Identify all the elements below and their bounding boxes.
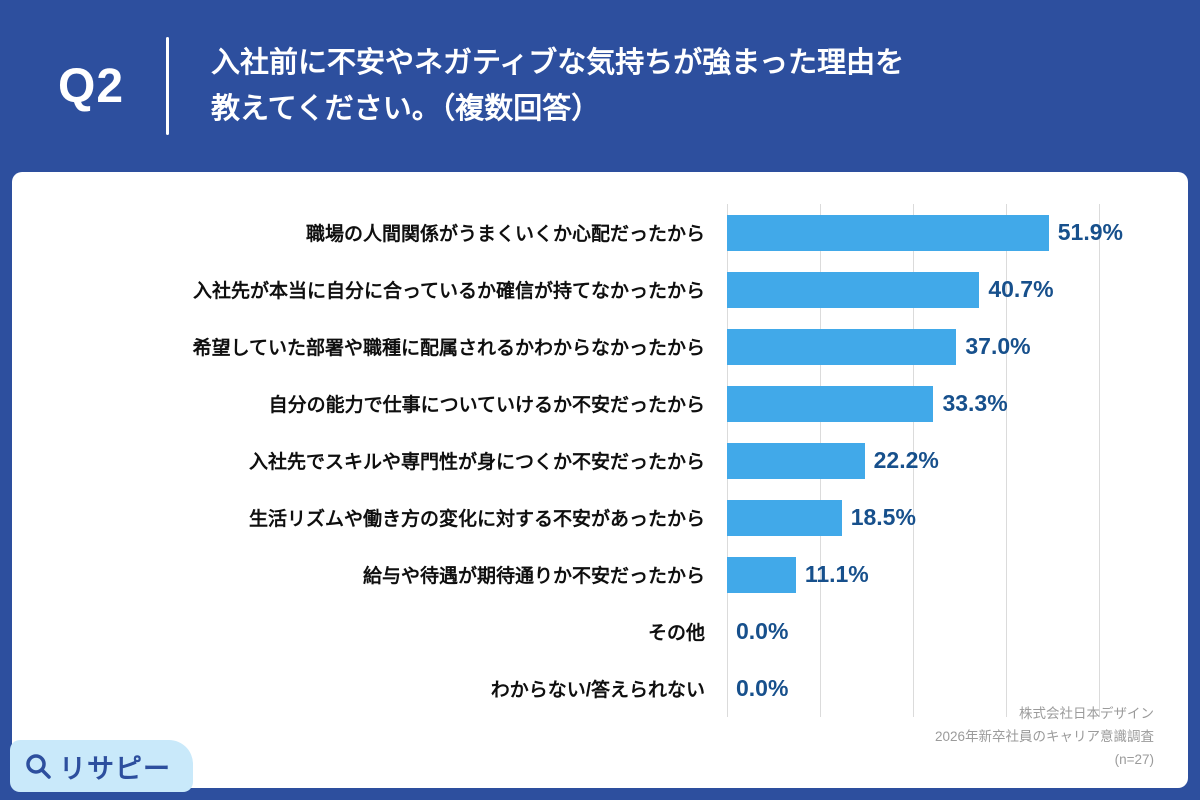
bar-area: 51.9%: [727, 214, 1123, 251]
chart-row: 給与や待遇が期待通りか不安だったから 11.1%: [12, 546, 1188, 603]
category-label: 入社先でスキルや専門性が身につくか不安だったから: [248, 452, 705, 473]
bar: [727, 271, 980, 308]
bar-area: 18.5%: [727, 499, 1099, 536]
category-label: 入社先が本当に自分に合っているか確信が持てなかったから: [192, 281, 705, 302]
chart-card: 職場の人間関係がうまくいくか心配だったから 51.9% 入社先が本当に自分に合ってい…: [12, 172, 1188, 788]
bar-area: 22.2%: [727, 442, 1099, 479]
header: Q2 入社前に不安やネガティブな気持ちが強まった理由を 教えてください。（複数回…: [0, 0, 1200, 172]
bar-chart-rows: 職場の人間関係がうまくいくか心配だったから 51.9% 入社先が本当に自分に合ってい…: [12, 204, 1188, 717]
page-title: 入社前に不安やネガティブな気持ちが強まった理由を 教えてください。（複数回答）: [211, 40, 904, 133]
magnifier-icon: [24, 752, 52, 780]
bar: [727, 328, 957, 365]
bar-area: 33.3%: [727, 385, 1099, 422]
value-label: 37.0%: [965, 333, 1031, 359]
category-label: 希望していた部署や職種に配属されるかわからなかったから: [192, 338, 705, 359]
source-company: 株式会社日本デザイン: [1019, 706, 1154, 722]
chart-row: 自分の能力で仕事についていけるか不安だったから 33.3%: [12, 375, 1188, 432]
chart-row: 入社先が本当に自分に合っているか確信が持てなかったから 40.7%: [12, 261, 1188, 318]
logo-badge: リサピー: [10, 740, 193, 792]
gridline: [1006, 204, 1007, 717]
gridline: [1099, 204, 1100, 717]
category-label: 自分の能力で仕事についていけるか不安だったから: [268, 395, 705, 416]
chart-row: その他 0.0%: [12, 603, 1188, 660]
bar: [727, 499, 842, 536]
value-label: 51.9%: [1057, 219, 1123, 245]
value-label: 11.1%: [804, 561, 869, 587]
chart-row: 希望していた部署や職種に配属されるかわからなかったから 37.0%: [12, 318, 1188, 375]
gridline: [913, 204, 914, 717]
chart-row: 生活リズムや働き方の変化に対する不安があったから 18.5%: [12, 489, 1188, 546]
page-title-line1: 入社前に不安やネガティブな気持ちが強まった理由を: [211, 46, 905, 79]
bar-area: 0.0%: [727, 614, 1099, 650]
bar-area: 37.0%: [727, 328, 1099, 365]
value-label: 33.3%: [942, 390, 1008, 416]
chart-row: 入社先でスキルや専門性が身につくか不安だったから 22.2%: [12, 432, 1188, 489]
value-label: 18.5%: [850, 504, 916, 530]
bar-area: 0.0%: [727, 671, 1099, 707]
value-label: 0.0%: [736, 618, 789, 644]
category-label: 給与や待遇が期待通りか不安だったから: [362, 566, 705, 587]
bar: [727, 442, 865, 479]
logo-text: リサピー: [59, 753, 171, 784]
category-label: 職場の人間関係がうまくいくか心配だったから: [305, 224, 705, 245]
bar-area: 40.7%: [727, 271, 1099, 308]
chart-row: 職場の人間関係がうまくいくか心配だったから 51.9%: [12, 204, 1188, 261]
source-sample-size: (n=27): [1114, 752, 1154, 768]
category-label: 生活リズムや働き方の変化に対する不安があったから: [248, 509, 705, 530]
header-divider: [166, 37, 170, 135]
value-label: 22.2%: [873, 447, 939, 473]
bar-area: 11.1%: [727, 556, 1099, 593]
category-label: わからない/答えられない: [490, 680, 705, 701]
bar: [727, 385, 934, 422]
page-title-line2: 教えてください。（複数回答）: [211, 93, 601, 125]
category-label: その他: [647, 623, 705, 644]
bar: [727, 214, 1049, 251]
bar-chart: 職場の人間関係がうまくいくか心配だったから 51.9% 入社先が本当に自分に合ってい…: [12, 204, 1188, 717]
value-label: 0.0%: [736, 675, 789, 701]
source-survey-name: 2026年新卒社員のキャリア意識調査: [934, 729, 1154, 745]
source-note: 株式会社日本デザイン 2026年新卒社員のキャリア意識調査 (n=27): [935, 703, 1154, 772]
question-number: Q2: [58, 59, 125, 113]
value-label: 40.7%: [988, 276, 1054, 302]
chart-row: わからない/答えられない 0.0%: [12, 660, 1188, 717]
bar: [727, 556, 796, 593]
